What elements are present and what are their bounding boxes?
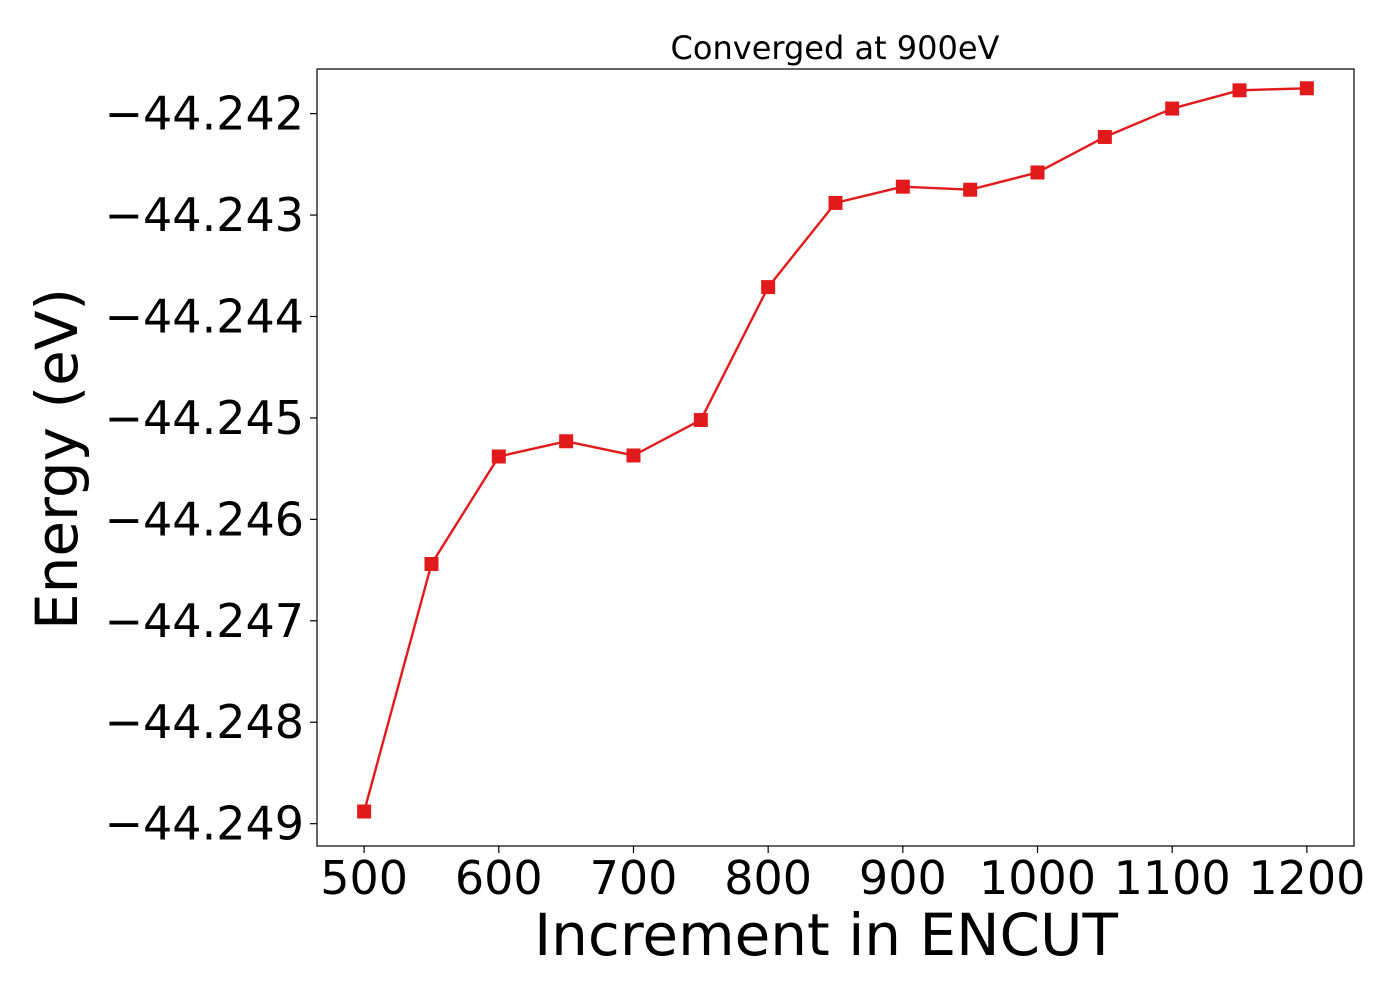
x-tick-label: 800 [724, 851, 812, 905]
data-point-marker [828, 195, 843, 210]
y-tick-label: −44.245 [105, 391, 305, 445]
x-tick-label: 1100 [1114, 851, 1231, 905]
data-point-marker [626, 448, 641, 463]
x-tick-label: 600 [455, 851, 543, 905]
data-point-marker [559, 434, 574, 449]
data-point-marker [1165, 101, 1180, 116]
data-point-marker [1030, 165, 1045, 180]
axis-ticks: 500 600 700 800 900 1000 1100 1200 −44.249 −44.24… [105, 87, 1366, 905]
data-point-marker [895, 179, 910, 194]
chart-title: Converged at 900eV [671, 29, 1000, 67]
y-tick-label: −44.244 [105, 290, 305, 344]
y-tick-label: −44.249 [105, 797, 305, 851]
y-axis-label: Energy (eV) [23, 288, 91, 630]
data-point-marker [1299, 81, 1314, 96]
plot-frame [316, 68, 1355, 847]
x-tick-label: 900 [859, 851, 947, 905]
data-point-marker [357, 804, 372, 819]
data-point-marker [1097, 129, 1112, 144]
x-tick-label: 1200 [1248, 851, 1365, 905]
data-point-marker [761, 280, 776, 295]
data-point-marker [424, 557, 439, 572]
data-point-marker [693, 412, 708, 427]
data-point-marker [1232, 83, 1247, 98]
x-axis-label: Increment in ENCUT [534, 901, 1118, 969]
y-tick-label: −44.248 [105, 695, 305, 749]
y-tick-label: −44.242 [105, 87, 305, 141]
data-series [357, 81, 1314, 819]
y-tick-label: −44.247 [105, 594, 305, 648]
y-tick-label: −44.243 [105, 188, 305, 242]
y-tick-label: −44.246 [105, 492, 305, 546]
data-point-marker [491, 449, 506, 464]
x-tick-label: 700 [590, 851, 678, 905]
x-tick-label: 500 [320, 851, 408, 905]
data-point-marker [963, 182, 978, 197]
x-tick-label: 1000 [979, 851, 1096, 905]
